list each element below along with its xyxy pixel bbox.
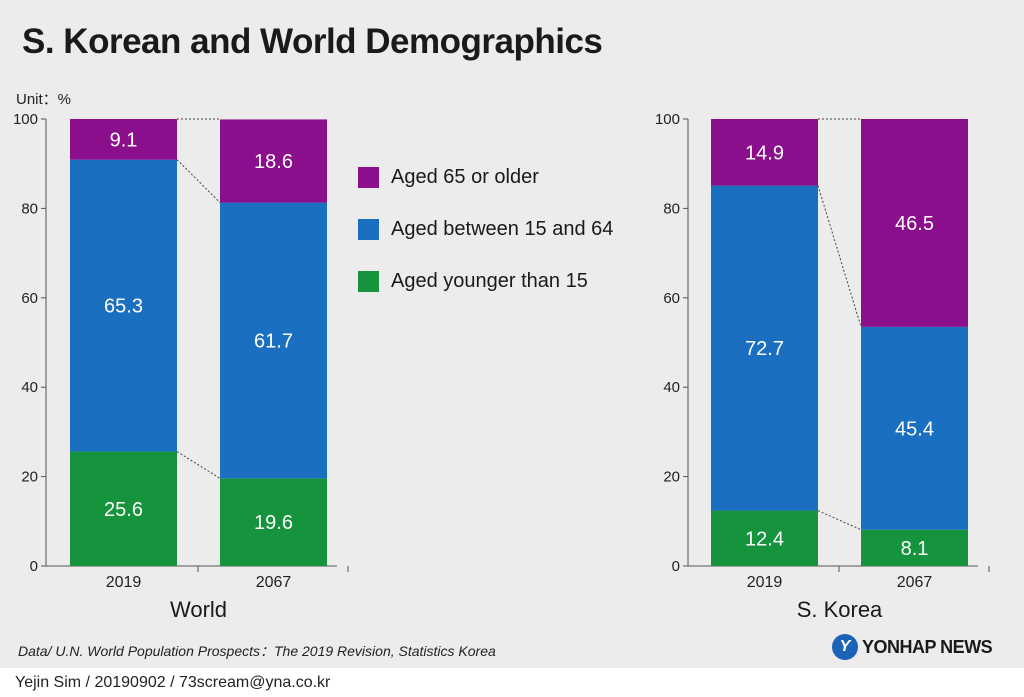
world-y-tick-label: 80 bbox=[21, 200, 38, 217]
world-bar-2067-working bbox=[220, 202, 327, 479]
yonhap-logo-text: YONHAP NEWS bbox=[862, 636, 993, 657]
world-chart-title: World bbox=[170, 597, 227, 622]
legend-item-old: Aged 65 or older bbox=[358, 164, 613, 190]
korea-data-label-2067-old: 46.5 bbox=[895, 213, 934, 235]
world-x-tick-label-2067: 2067 bbox=[256, 574, 292, 591]
world-x-tick-label-2019: 2019 bbox=[106, 574, 142, 591]
korea-chart-title: S. Korea bbox=[797, 597, 883, 622]
world-bar-2019-young bbox=[70, 451, 177, 566]
korea-y-tick-label: 40 bbox=[663, 379, 680, 396]
korea-connector-line bbox=[817, 510, 862, 531]
world-data-label-2019-old: 9.1 bbox=[110, 129, 138, 151]
korea-data-label-2019-working: 72.7 bbox=[745, 338, 784, 360]
unit-label: Unit：% bbox=[16, 91, 72, 108]
yonhap-logo: Y YONHAP NEWS bbox=[832, 634, 993, 660]
world-y-tick-label: 60 bbox=[21, 290, 38, 307]
stacked-bar-charts: 0 20 40 60 80 100 25.6 65.3 9.1 2019 19.6 61.7 18.6 2… bbox=[13, 111, 990, 622]
world-bar-2019-old bbox=[70, 119, 177, 160]
legend-item-working: Aged between 15 and 64 bbox=[358, 216, 613, 242]
korea-y-tick-label: 80 bbox=[663, 200, 680, 217]
infographic: S. Korean and World Demographics Unit：% … bbox=[12, 22, 993, 660]
korea-bar-2067-young bbox=[861, 529, 968, 566]
world-y-tick-label: 0 bbox=[30, 558, 38, 575]
legend-item-young: Aged younger than 15 bbox=[358, 268, 613, 294]
world-bar-2019-working bbox=[70, 159, 177, 452]
world-data-label-2019-working: 65.3 bbox=[104, 296, 143, 318]
legend-swatch-young bbox=[358, 270, 379, 292]
korea-y-tick-label: 100 bbox=[655, 111, 680, 128]
legend-swatch-working bbox=[358, 218, 379, 240]
korea-connector-line bbox=[817, 185, 862, 328]
credit-line: Yejin Sim / 20190902 / 73scream@yna.co.k… bbox=[15, 674, 331, 691]
korea-data-label-2019-young: 12.4 bbox=[745, 528, 784, 550]
korea-y-tick-label: 20 bbox=[663, 469, 680, 486]
korea-x-tick-label-2019: 2019 bbox=[747, 574, 783, 591]
korea-x-tick-label-2067: 2067 bbox=[897, 574, 933, 591]
korea-bar-2019-young bbox=[711, 510, 818, 566]
world-bar-2067-young bbox=[220, 478, 327, 566]
world-y-tick-label: 20 bbox=[21, 469, 38, 486]
page-title: S. Korean and World Demographics bbox=[22, 22, 603, 61]
world-y-tick-label: 40 bbox=[21, 379, 38, 396]
korea-y-tick-label: 60 bbox=[663, 290, 680, 307]
world-data-label-2067-young: 19.6 bbox=[254, 512, 293, 534]
world-bar-2067-old bbox=[220, 119, 327, 203]
korea-bar-2067-working bbox=[861, 326, 968, 530]
legend-label-old: Aged 65 or older bbox=[391, 165, 539, 188]
world-connector-line bbox=[176, 451, 221, 479]
legend-label-working: Aged between 15 and 64 bbox=[391, 217, 614, 240]
korea-data-label-2019-old: 14.9 bbox=[745, 142, 784, 164]
legend-swatch-old bbox=[358, 166, 379, 188]
footer: Yejin Sim / 20190902 / 73scream@yna.co.k… bbox=[0, 668, 1024, 697]
korea-data-label-2067-working: 45.4 bbox=[895, 418, 934, 440]
korea-data-label-2067-young: 8.1 bbox=[901, 538, 929, 560]
yonhap-logo-icon: Y bbox=[832, 634, 858, 660]
korea-bar-2019-working bbox=[711, 185, 818, 511]
source-note: Data/ U.N. World Population Prospects：Th… bbox=[18, 643, 496, 659]
world-connector-line bbox=[176, 159, 221, 203]
legend: Aged 65 or older Aged between 15 and 64 … bbox=[358, 164, 613, 320]
korea-bar-2067-old bbox=[861, 119, 968, 327]
korea-bar-2019-old bbox=[711, 119, 818, 186]
world-data-label-2067-working: 61.7 bbox=[254, 330, 293, 352]
korea-y-tick-label: 0 bbox=[672, 558, 680, 575]
world-data-label-2019-young: 25.6 bbox=[104, 499, 143, 521]
world-y-tick-label: 100 bbox=[13, 111, 38, 128]
world-data-label-2067-old: 18.6 bbox=[254, 151, 293, 173]
legend-label-young: Aged younger than 15 bbox=[391, 269, 588, 292]
